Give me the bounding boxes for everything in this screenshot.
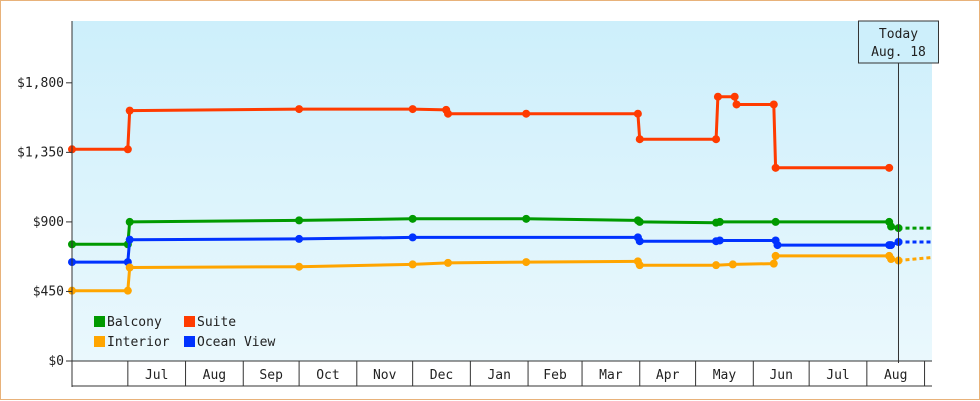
y-tick-label: $0: [48, 354, 64, 369]
data-point: [125, 217, 134, 226]
month-label: Jul: [826, 368, 849, 383]
data-point: [408, 233, 417, 242]
today-box: [857, 20, 939, 64]
legend-swatch: [94, 336, 105, 347]
legend-label: Suite: [197, 315, 236, 330]
data-point: [125, 263, 134, 272]
data-point: [635, 237, 644, 246]
legend-swatch: [184, 316, 195, 327]
data-point: [295, 105, 304, 114]
legend-label: Interior: [107, 335, 170, 350]
data-point: [522, 258, 531, 267]
series-forecast-line: [898, 256, 933, 262]
data-point: [408, 260, 417, 269]
data-point: [771, 163, 780, 172]
data-point: [125, 106, 134, 115]
data-point: [408, 105, 417, 114]
data-point: [444, 258, 453, 267]
y-tick-label: $1,800: [17, 76, 64, 91]
data-point: [771, 251, 780, 260]
month-label: Sep: [259, 368, 283, 383]
data-point: [633, 109, 642, 118]
legend-item: Interior: [94, 335, 170, 350]
y-tick-label: $900: [33, 215, 64, 230]
month-label: Jul: [145, 368, 168, 383]
plot-background: [72, 21, 932, 361]
axis-layer: $0 $450 $900 $1,350 $1,800 Jul Aug Sep Oct Nov Dec…: [17, 21, 932, 387]
data-point: [769, 259, 778, 268]
month-label: Aug: [203, 368, 226, 383]
data-point: [635, 261, 644, 270]
series-interior: [68, 251, 933, 295]
legend-label: Ocean View: [197, 335, 275, 350]
y-tick-label: $1,350: [17, 145, 64, 160]
month-label: Jun: [769, 368, 792, 383]
data-point: [444, 109, 453, 118]
data-point: [408, 214, 417, 223]
month-label: Mar: [599, 368, 623, 383]
legend-item: Suite: [184, 315, 236, 330]
data-point: [712, 261, 721, 270]
month-label: Oct: [316, 368, 339, 383]
data-point: [773, 241, 782, 250]
legend-item: Balcony: [94, 315, 162, 330]
month-label: Feb: [543, 368, 567, 383]
today-marker: Today Aug. 18: [857, 20, 939, 363]
data-point: [125, 235, 134, 244]
data-point: [887, 255, 896, 263]
data-point: [635, 135, 644, 144]
data-point: [635, 217, 644, 226]
data-point: [732, 100, 741, 109]
legend-swatch: [94, 316, 105, 327]
legend-item: Ocean View: [184, 335, 275, 350]
data-point: [715, 236, 724, 245]
data-point: [712, 135, 721, 144]
series-balcony: [68, 214, 932, 249]
month-label: Jan: [487, 368, 510, 383]
data-point: [730, 92, 739, 101]
data-point: [713, 92, 722, 101]
data-point: [769, 100, 778, 109]
month-label: Nov: [373, 368, 397, 383]
month-label: Dec: [430, 368, 453, 383]
legend-label: Balcony: [107, 315, 162, 330]
data-point: [715, 217, 724, 226]
data-point: [123, 286, 132, 295]
data-point: [887, 222, 896, 231]
today-label: Today: [879, 27, 918, 42]
series-line: [72, 235, 900, 264]
data-point: [522, 214, 531, 223]
series-ocean-view: [68, 233, 932, 267]
data-point: [295, 262, 304, 271]
month-label: May: [713, 368, 737, 383]
series-layer: [68, 92, 933, 295]
y-tick-label: $450: [33, 284, 64, 299]
series-suite: [68, 92, 894, 172]
data-point: [885, 163, 894, 172]
month-label: Aug: [884, 368, 907, 383]
data-point: [522, 109, 531, 118]
data-point: [728, 260, 737, 269]
data-point: [771, 217, 780, 226]
data-point: [887, 241, 896, 250]
legend-swatch: [184, 336, 195, 347]
data-point: [295, 234, 304, 243]
month-label: Apr: [656, 368, 680, 383]
data-point: [123, 145, 132, 154]
today-date: Aug. 18: [871, 45, 926, 60]
data-point: [295, 216, 304, 225]
legend: Balcony Suite Interior Ocean View: [94, 315, 275, 350]
